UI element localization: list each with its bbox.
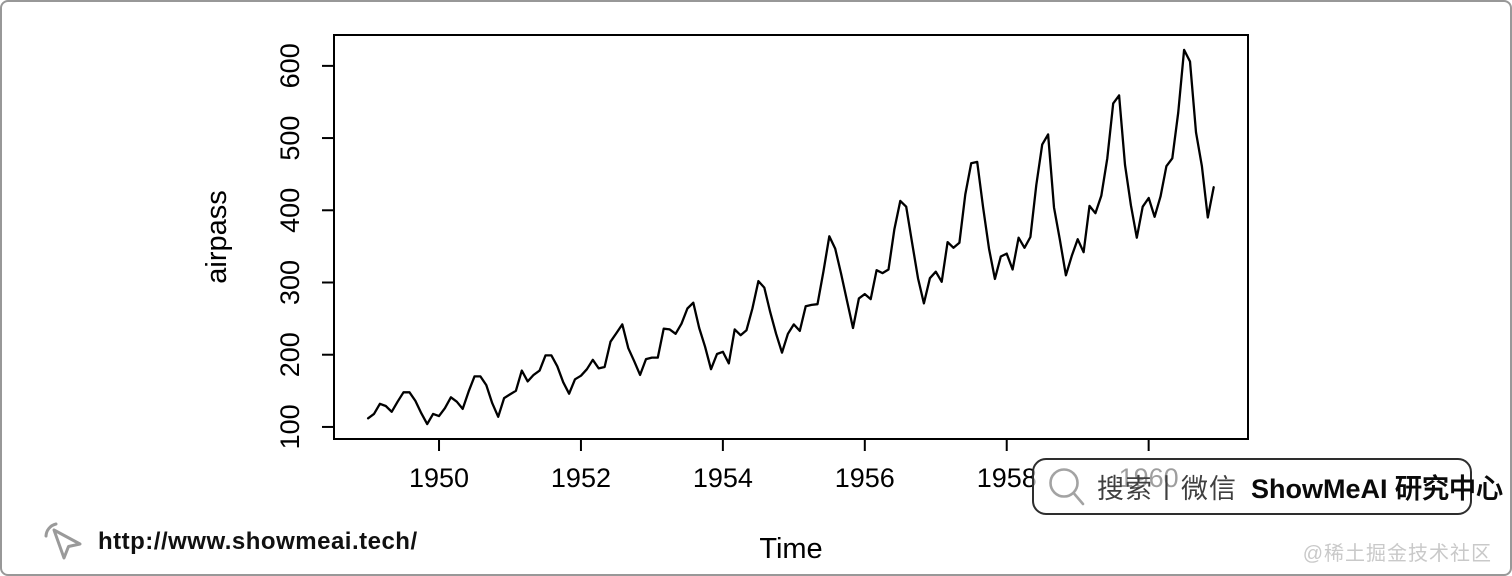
y-axis-tick-label: 300 (275, 260, 305, 305)
plot-frame (333, 34, 1249, 440)
community-credit: @稀土掘金技术社区 (1302, 543, 1492, 565)
y-axis-title: airpass (201, 190, 233, 284)
magnifier-icon (1049, 467, 1085, 505)
x-axis-tick-label: 1956 (835, 463, 895, 493)
y-axis-tick-label: 200 (275, 332, 305, 377)
x-axis-tick-label: 1950 (409, 463, 469, 493)
airpass-series-line (366, 48, 1215, 426)
watermark-search-text: 搜索丨微信 (1097, 474, 1237, 504)
x-axis-tick-label: 1954 (693, 463, 753, 493)
watermark-brand-text: ShowMeAI 研究中心 (1251, 474, 1504, 504)
site-url-text: http://www.showmeai.tech/ (98, 528, 418, 555)
y-axis-tick-label: 100 (275, 404, 305, 449)
x-axis-tick-label: 1952 (551, 463, 611, 493)
site-url-row: http://www.showmeai.tech/ (42, 520, 418, 564)
wechat-search-watermark: 搜索丨微信 ShowMeAI 研究中心 (1032, 458, 1503, 515)
x-axis-tick-label: 1958 (977, 463, 1037, 493)
x-axis-title: Time (759, 533, 822, 565)
axis-ticks: 1950195219541956195819601002003004005006… (275, 43, 1179, 493)
y-axis-tick-label: 400 (275, 188, 305, 233)
y-axis-tick-label: 600 (275, 43, 305, 88)
y-axis-tick-label: 500 (275, 116, 305, 161)
cursor-click-icon (44, 522, 82, 560)
series-layer (366, 48, 1215, 426)
